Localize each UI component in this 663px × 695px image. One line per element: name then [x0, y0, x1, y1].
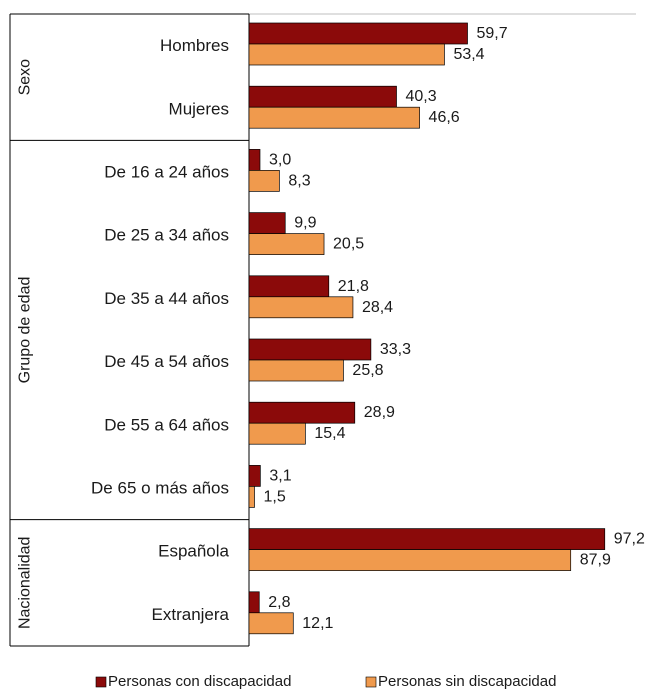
bar-con	[248, 149, 261, 171]
bar-con	[248, 465, 261, 487]
bar-con	[248, 338, 372, 361]
legend-label: Personas sin discapacidad	[378, 673, 556, 690]
group-label: Grupo de edad	[17, 277, 34, 384]
category-label: De 25 a 34 años	[104, 226, 229, 245]
category-label: De 65 o más años	[91, 479, 229, 498]
bar-sin	[248, 359, 344, 382]
group-label: Nacionalidad	[17, 537, 34, 630]
category-label: De 45 a 54 años	[104, 352, 229, 371]
bar-con	[248, 401, 356, 424]
bar-sin	[248, 296, 354, 319]
data-label: 2,8	[268, 594, 290, 611]
data-label: 25,8	[352, 362, 383, 379]
category-label: De 16 a 24 años	[104, 163, 229, 182]
category-label: Hombres	[160, 36, 229, 55]
data-label: 33,3	[380, 341, 411, 358]
bar-con	[248, 212, 286, 234]
bar-sin	[248, 422, 306, 445]
category-label: De 35 a 44 años	[104, 289, 229, 308]
data-label: 97,2	[614, 531, 645, 548]
data-label: 8,3	[288, 172, 310, 189]
data-label: 53,4	[453, 46, 484, 63]
bar-con	[248, 85, 397, 108]
bar-sin	[248, 233, 325, 255]
data-label: 20,5	[333, 236, 364, 253]
bar-con	[248, 22, 468, 45]
data-label: 46,6	[429, 109, 460, 126]
group-label: Sexo	[17, 59, 34, 96]
legend-swatch	[95, 676, 107, 688]
category-label: Mujeres	[169, 99, 229, 118]
bar-sin	[248, 43, 445, 66]
data-label: 15,4	[314, 425, 345, 442]
data-label: 12,1	[302, 615, 333, 632]
bar-sin	[248, 486, 255, 508]
data-label: 3,1	[269, 467, 291, 484]
data-label: 59,7	[477, 25, 508, 42]
bar-con	[248, 591, 260, 614]
data-label: 9,9	[294, 215, 316, 232]
data-label: 28,4	[362, 299, 393, 316]
data-label: 40,3	[405, 88, 436, 105]
data-label: 28,9	[364, 404, 395, 421]
bar-con	[248, 528, 606, 550]
data-label: 87,9	[580, 552, 611, 569]
category-label: Extranjera	[152, 605, 230, 624]
data-label: 3,0	[269, 151, 291, 168]
legend-label: Personas con discapacidad	[108, 673, 291, 690]
bar-sin	[248, 612, 294, 635]
bar-sin	[248, 106, 420, 129]
bar-sin	[248, 170, 280, 192]
data-label: 21,8	[338, 278, 369, 295]
data-label: 1,5	[263, 488, 285, 505]
bar-con	[248, 275, 330, 298]
category-label: Española	[158, 542, 229, 561]
legend-swatch	[365, 676, 377, 688]
bar-sin	[248, 549, 572, 571]
category-label: De 55 a 64 años	[104, 415, 229, 434]
